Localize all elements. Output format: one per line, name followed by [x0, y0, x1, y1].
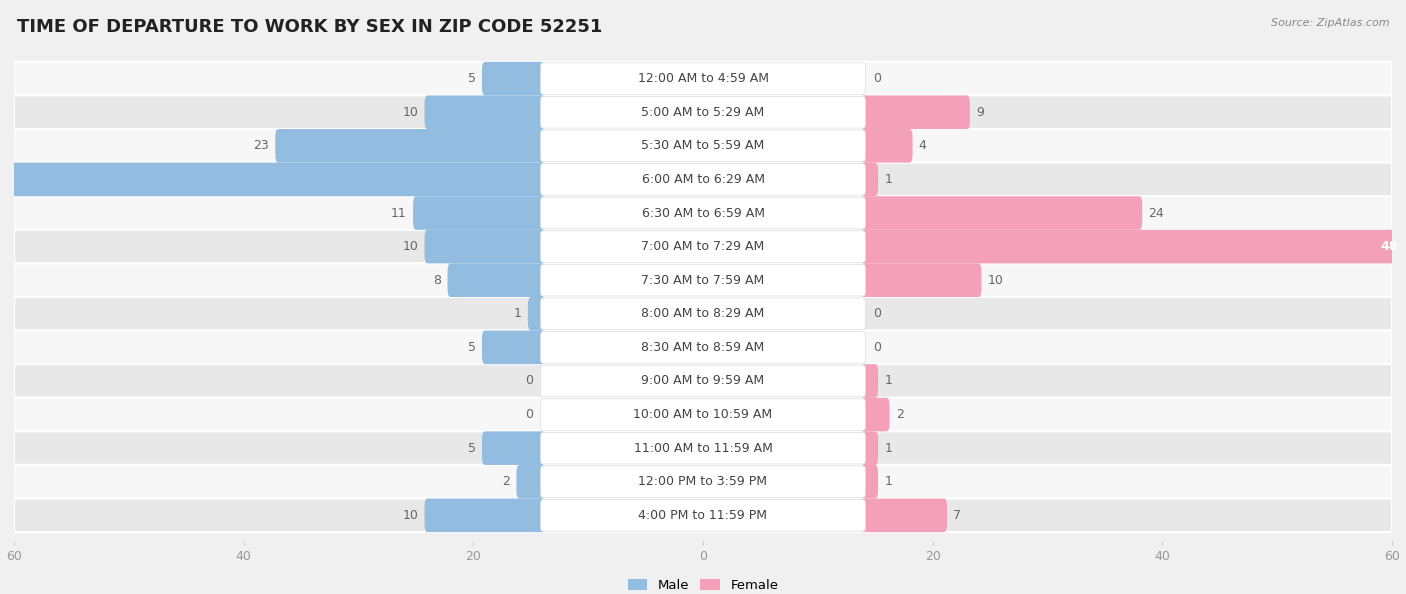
FancyBboxPatch shape	[540, 432, 866, 464]
Text: 10: 10	[402, 240, 418, 253]
Text: 10: 10	[402, 106, 418, 119]
Text: 48: 48	[1381, 240, 1398, 253]
FancyBboxPatch shape	[540, 130, 866, 162]
Text: 5:30 AM to 5:59 AM: 5:30 AM to 5:59 AM	[641, 140, 765, 152]
Text: 11:00 AM to 11:59 AM: 11:00 AM to 11:59 AM	[634, 442, 772, 454]
Text: 23: 23	[253, 140, 269, 152]
FancyBboxPatch shape	[14, 364, 1392, 398]
Text: 10:00 AM to 10:59 AM: 10:00 AM to 10:59 AM	[634, 408, 772, 421]
FancyBboxPatch shape	[413, 196, 546, 230]
Text: 24: 24	[1149, 207, 1164, 220]
FancyBboxPatch shape	[540, 298, 866, 330]
Text: TIME OF DEPARTURE TO WORK BY SEX IN ZIP CODE 52251: TIME OF DEPARTURE TO WORK BY SEX IN ZIP …	[17, 18, 602, 36]
FancyBboxPatch shape	[860, 230, 1406, 263]
Text: 4: 4	[920, 140, 927, 152]
Text: 0: 0	[873, 341, 882, 354]
FancyBboxPatch shape	[14, 465, 1392, 498]
Text: 7: 7	[953, 509, 962, 522]
Legend: Male, Female: Male, Female	[623, 574, 783, 594]
FancyBboxPatch shape	[14, 498, 1392, 532]
Text: 1: 1	[884, 475, 893, 488]
Text: 10: 10	[988, 274, 1004, 287]
FancyBboxPatch shape	[276, 129, 546, 163]
Text: 1: 1	[884, 442, 893, 454]
Text: 4:00 PM to 11:59 PM: 4:00 PM to 11:59 PM	[638, 509, 768, 522]
Text: 12:00 AM to 4:59 AM: 12:00 AM to 4:59 AM	[637, 72, 769, 85]
Text: 5:00 AM to 5:29 AM: 5:00 AM to 5:29 AM	[641, 106, 765, 119]
Text: 5: 5	[468, 442, 475, 454]
Text: 2: 2	[896, 408, 904, 421]
FancyBboxPatch shape	[860, 364, 879, 398]
FancyBboxPatch shape	[860, 96, 970, 129]
FancyBboxPatch shape	[14, 431, 1392, 465]
FancyBboxPatch shape	[860, 398, 890, 431]
FancyBboxPatch shape	[860, 196, 1142, 230]
FancyBboxPatch shape	[14, 331, 1392, 364]
FancyBboxPatch shape	[14, 263, 1392, 297]
FancyBboxPatch shape	[14, 398, 1392, 431]
Text: 0: 0	[873, 72, 882, 85]
FancyBboxPatch shape	[527, 297, 546, 331]
Text: 1: 1	[884, 374, 893, 387]
Text: 2: 2	[502, 475, 510, 488]
FancyBboxPatch shape	[540, 399, 866, 431]
FancyBboxPatch shape	[540, 500, 866, 531]
Text: 5: 5	[468, 72, 475, 85]
Text: 7:30 AM to 7:59 AM: 7:30 AM to 7:59 AM	[641, 274, 765, 287]
Text: 12:00 PM to 3:59 PM: 12:00 PM to 3:59 PM	[638, 475, 768, 488]
Text: 6:00 AM to 6:29 AM: 6:00 AM to 6:29 AM	[641, 173, 765, 186]
FancyBboxPatch shape	[860, 263, 981, 297]
Text: 10: 10	[402, 509, 418, 522]
FancyBboxPatch shape	[14, 62, 1392, 96]
Text: 0: 0	[524, 408, 533, 421]
FancyBboxPatch shape	[14, 163, 1392, 196]
FancyBboxPatch shape	[540, 197, 866, 229]
FancyBboxPatch shape	[860, 431, 879, 465]
Text: 9:00 AM to 9:59 AM: 9:00 AM to 9:59 AM	[641, 374, 765, 387]
Text: Source: ZipAtlas.com: Source: ZipAtlas.com	[1271, 18, 1389, 28]
FancyBboxPatch shape	[482, 62, 546, 96]
FancyBboxPatch shape	[540, 96, 866, 128]
Text: 8:00 AM to 8:29 AM: 8:00 AM to 8:29 AM	[641, 307, 765, 320]
FancyBboxPatch shape	[860, 129, 912, 163]
FancyBboxPatch shape	[14, 196, 1392, 230]
FancyBboxPatch shape	[14, 297, 1392, 331]
Text: 0: 0	[873, 307, 882, 320]
FancyBboxPatch shape	[540, 264, 866, 296]
FancyBboxPatch shape	[540, 466, 866, 498]
FancyBboxPatch shape	[425, 230, 546, 263]
FancyBboxPatch shape	[14, 96, 1392, 129]
FancyBboxPatch shape	[540, 231, 866, 263]
Text: 7:00 AM to 7:29 AM: 7:00 AM to 7:29 AM	[641, 240, 765, 253]
FancyBboxPatch shape	[540, 63, 866, 94]
Text: 6:30 AM to 6:59 AM: 6:30 AM to 6:59 AM	[641, 207, 765, 220]
FancyBboxPatch shape	[0, 163, 546, 196]
FancyBboxPatch shape	[860, 498, 948, 532]
FancyBboxPatch shape	[482, 331, 546, 364]
FancyBboxPatch shape	[860, 163, 879, 196]
FancyBboxPatch shape	[540, 163, 866, 195]
FancyBboxPatch shape	[447, 263, 546, 297]
Text: 1: 1	[884, 173, 893, 186]
FancyBboxPatch shape	[14, 129, 1392, 163]
FancyBboxPatch shape	[540, 331, 866, 363]
Text: 11: 11	[391, 207, 406, 220]
FancyBboxPatch shape	[482, 431, 546, 465]
FancyBboxPatch shape	[425, 96, 546, 129]
FancyBboxPatch shape	[516, 465, 546, 498]
Text: 0: 0	[524, 374, 533, 387]
Text: 8: 8	[433, 274, 441, 287]
Text: 8:30 AM to 8:59 AM: 8:30 AM to 8:59 AM	[641, 341, 765, 354]
FancyBboxPatch shape	[860, 465, 879, 498]
Text: 5: 5	[468, 341, 475, 354]
FancyBboxPatch shape	[540, 365, 866, 397]
FancyBboxPatch shape	[425, 498, 546, 532]
Text: 1: 1	[513, 307, 522, 320]
FancyBboxPatch shape	[14, 230, 1392, 263]
Text: 9: 9	[976, 106, 984, 119]
